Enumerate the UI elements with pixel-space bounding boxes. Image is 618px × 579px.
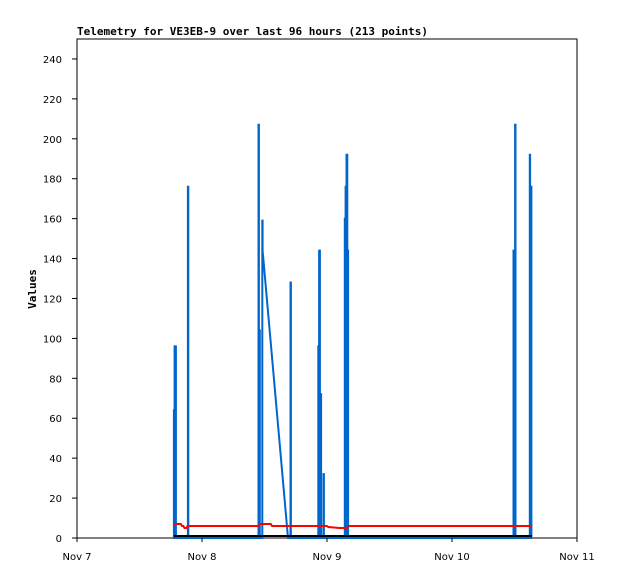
x-axis: Nov 7 Nov 8 Nov 9 Nov 10 Nov 11 xyxy=(62,538,595,563)
series-line-1 xyxy=(172,123,533,539)
y-tick-label-7: 140 xyxy=(43,255,62,266)
y-tick-label-6: 120 xyxy=(43,294,62,305)
y-tick-label-11: 220 xyxy=(43,95,62,106)
y-tick-label-3: 60 xyxy=(49,414,62,425)
y-tick-label-9: 180 xyxy=(43,175,62,186)
series-line-2 xyxy=(173,523,532,529)
y-tick-label-4: 80 xyxy=(49,374,62,385)
x-tick-label-3: Nov 10 xyxy=(434,552,469,563)
y-tick-label-0: 0 xyxy=(56,534,62,545)
y-tick-label-8: 160 xyxy=(43,215,62,226)
plot-frame xyxy=(76,38,578,539)
y-axis-label: Values xyxy=(26,269,39,309)
x-tick-label-4: Nov 11 xyxy=(559,552,594,563)
y-axis: 0 20 40 60 80 100 120 140 160 180 200 220 240 xyxy=(43,55,77,545)
x-tick-label-2: Nov 9 xyxy=(312,552,341,563)
y-tick-label-1: 20 xyxy=(49,494,62,505)
y-tick-label-5: 100 xyxy=(43,334,62,345)
series-layer xyxy=(172,123,533,539)
y-tick-label-10: 200 xyxy=(43,135,62,146)
x-tick-label-0: Nov 7 xyxy=(62,552,91,563)
chart-title: Telemetry for VE3EB-9 over last 96 hours… xyxy=(77,25,428,38)
y-tick-label-2: 40 xyxy=(49,454,62,465)
x-tick-label-1: Nov 8 xyxy=(187,552,216,563)
y-tick-label-12: 240 xyxy=(43,55,62,66)
